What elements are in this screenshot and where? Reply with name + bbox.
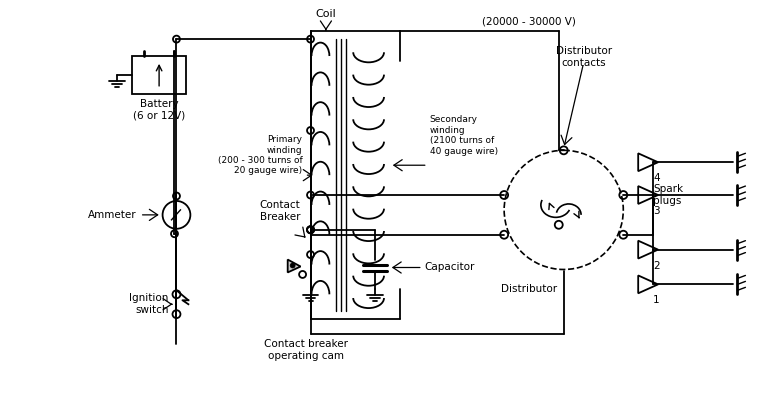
Text: 3: 3	[653, 206, 660, 216]
Text: 2: 2	[653, 261, 660, 270]
Polygon shape	[288, 259, 300, 272]
Text: Coil: Coil	[316, 9, 336, 19]
Text: Capacitor: Capacitor	[425, 263, 475, 272]
Text: Ignition
switch: Ignition switch	[129, 294, 168, 315]
Circle shape	[290, 263, 295, 268]
Text: 1: 1	[653, 295, 660, 305]
Text: Battery
(6 or 12V): Battery (6 or 12V)	[133, 99, 185, 120]
Bar	[132, 56, 187, 94]
Text: Secondary
winding
(2100 turns of
40 gauge wire): Secondary winding (2100 turns of 40 gaug…	[429, 115, 498, 156]
Text: (20000 - 30000 V): (20000 - 30000 V)	[482, 16, 576, 26]
Text: Distributor
contacts: Distributor contacts	[555, 46, 611, 68]
Text: Spark
plugs: Spark plugs	[653, 184, 684, 206]
Text: Contact breaker
operating cam: Contact breaker operating cam	[263, 339, 348, 361]
Text: Primary
winding
(200 - 300 turns of
20 gauge wire): Primary winding (200 - 300 turns of 20 g…	[218, 135, 303, 175]
Text: Ammeter: Ammeter	[88, 210, 137, 220]
Text: Distributor: Distributor	[501, 285, 557, 294]
Text: 4: 4	[653, 173, 660, 183]
Text: Contact
Breaker: Contact Breaker	[260, 200, 300, 222]
